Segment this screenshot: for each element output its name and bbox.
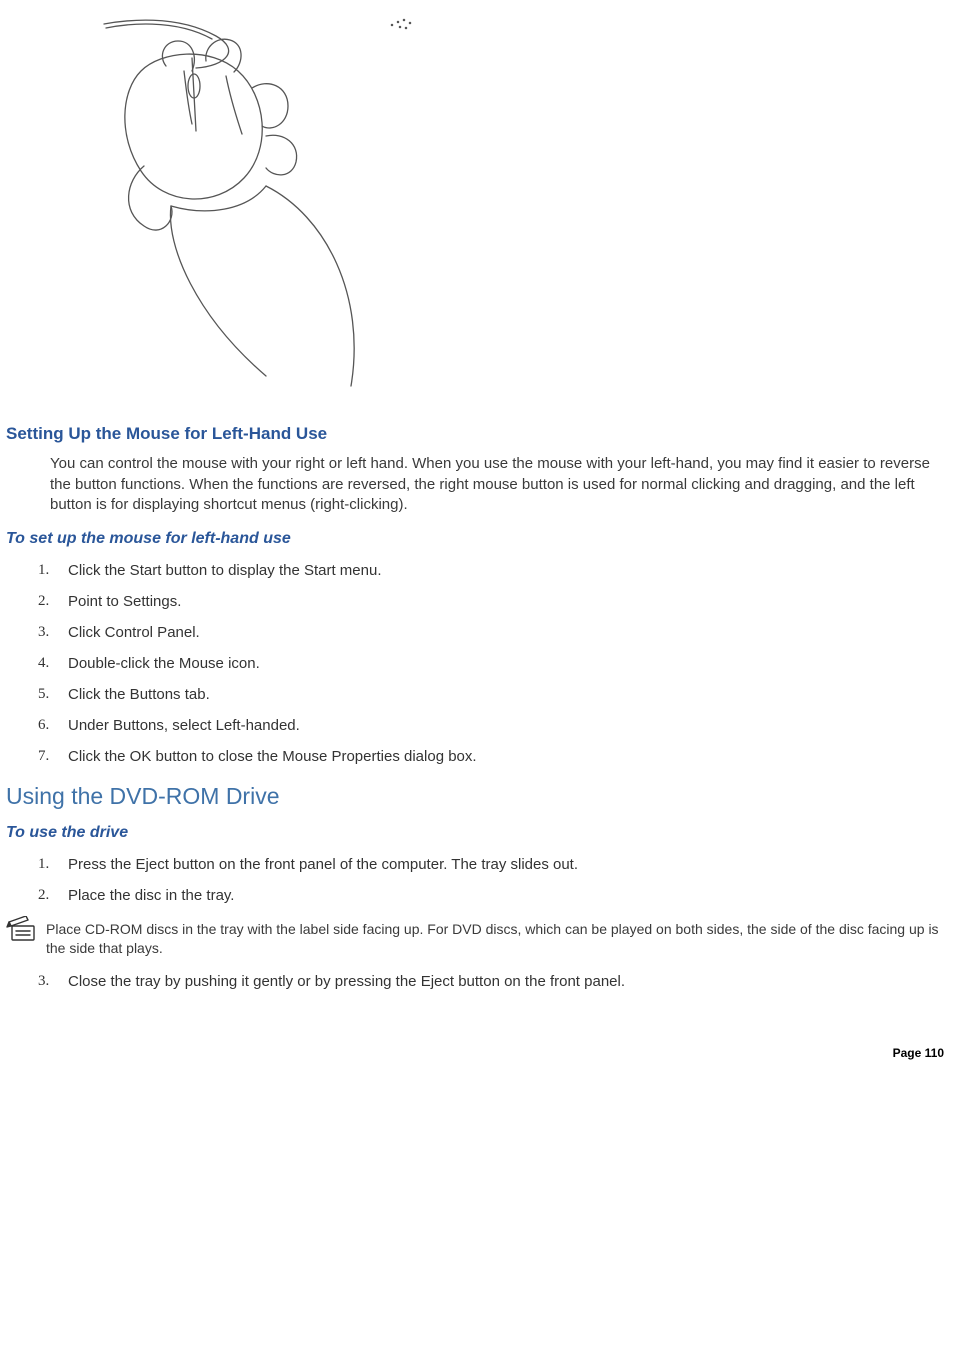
step-item: Close the tray by pushing it gently or b…: [38, 973, 948, 990]
pencil-note-icon: [6, 916, 40, 949]
step-item: Point to Settings.: [38, 593, 948, 610]
heading-to-use-drive: To use the drive: [6, 824, 948, 842]
steps-drive-pre: Press the Eject button on the front pane…: [38, 856, 948, 904]
page-number: Page 110: [6, 1046, 948, 1060]
heading-to-set-up: To set up the mouse for left-hand use: [6, 530, 948, 548]
step-item: Under Buttons, select Left-handed.: [38, 717, 948, 734]
paragraph-left-hand-intro: You can control the mouse with your righ…: [50, 454, 948, 516]
heading-dvd-rom: Using the DVD-ROM Drive: [6, 783, 948, 810]
step-item: Press the Eject button on the front pane…: [38, 856, 948, 873]
step-item: Click the Buttons tab.: [38, 686, 948, 703]
note-disc-label: Place CD-ROM discs in the tray with the …: [6, 920, 948, 959]
note-text: Place CD-ROM discs in the tray with the …: [46, 921, 939, 956]
steps-drive-post: Close the tray by pushing it gently or b…: [38, 973, 948, 990]
step-item: Click the Start button to display the St…: [38, 562, 948, 579]
step-item: Click the OK button to close the Mouse P…: [38, 748, 948, 765]
steps-left-hand: Click the Start button to display the St…: [38, 562, 948, 765]
heading-left-hand-setup: Setting Up the Mouse for Left-Hand Use: [6, 424, 948, 444]
step-item: Double-click the Mouse icon.: [38, 655, 948, 672]
step-item: Click Control Panel.: [38, 624, 948, 641]
hand-on-mouse-illustration: [66, 16, 456, 396]
step-item: Place the disc in the tray.: [38, 887, 948, 904]
